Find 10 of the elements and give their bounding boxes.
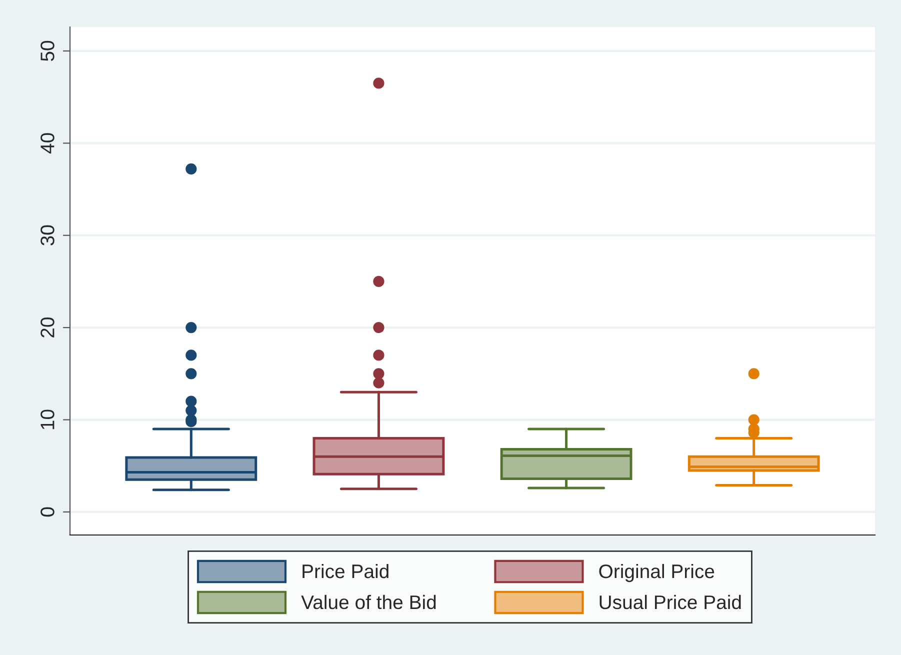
y-tick-label: 20 xyxy=(40,318,54,338)
legend-label: Original Price xyxy=(599,564,714,582)
y-tick-label: 30 xyxy=(40,225,54,246)
legend-label: Value of the Bid xyxy=(301,594,436,610)
y-tick-label: 10 xyxy=(40,410,54,430)
legend-label: Price Paid xyxy=(302,564,388,578)
legend-label: Usual Price Paid xyxy=(600,594,741,610)
y-tick-label: 40 xyxy=(40,133,54,154)
y-tick-label: 0 xyxy=(40,507,54,517)
y-tick-label: 50 xyxy=(40,40,54,62)
